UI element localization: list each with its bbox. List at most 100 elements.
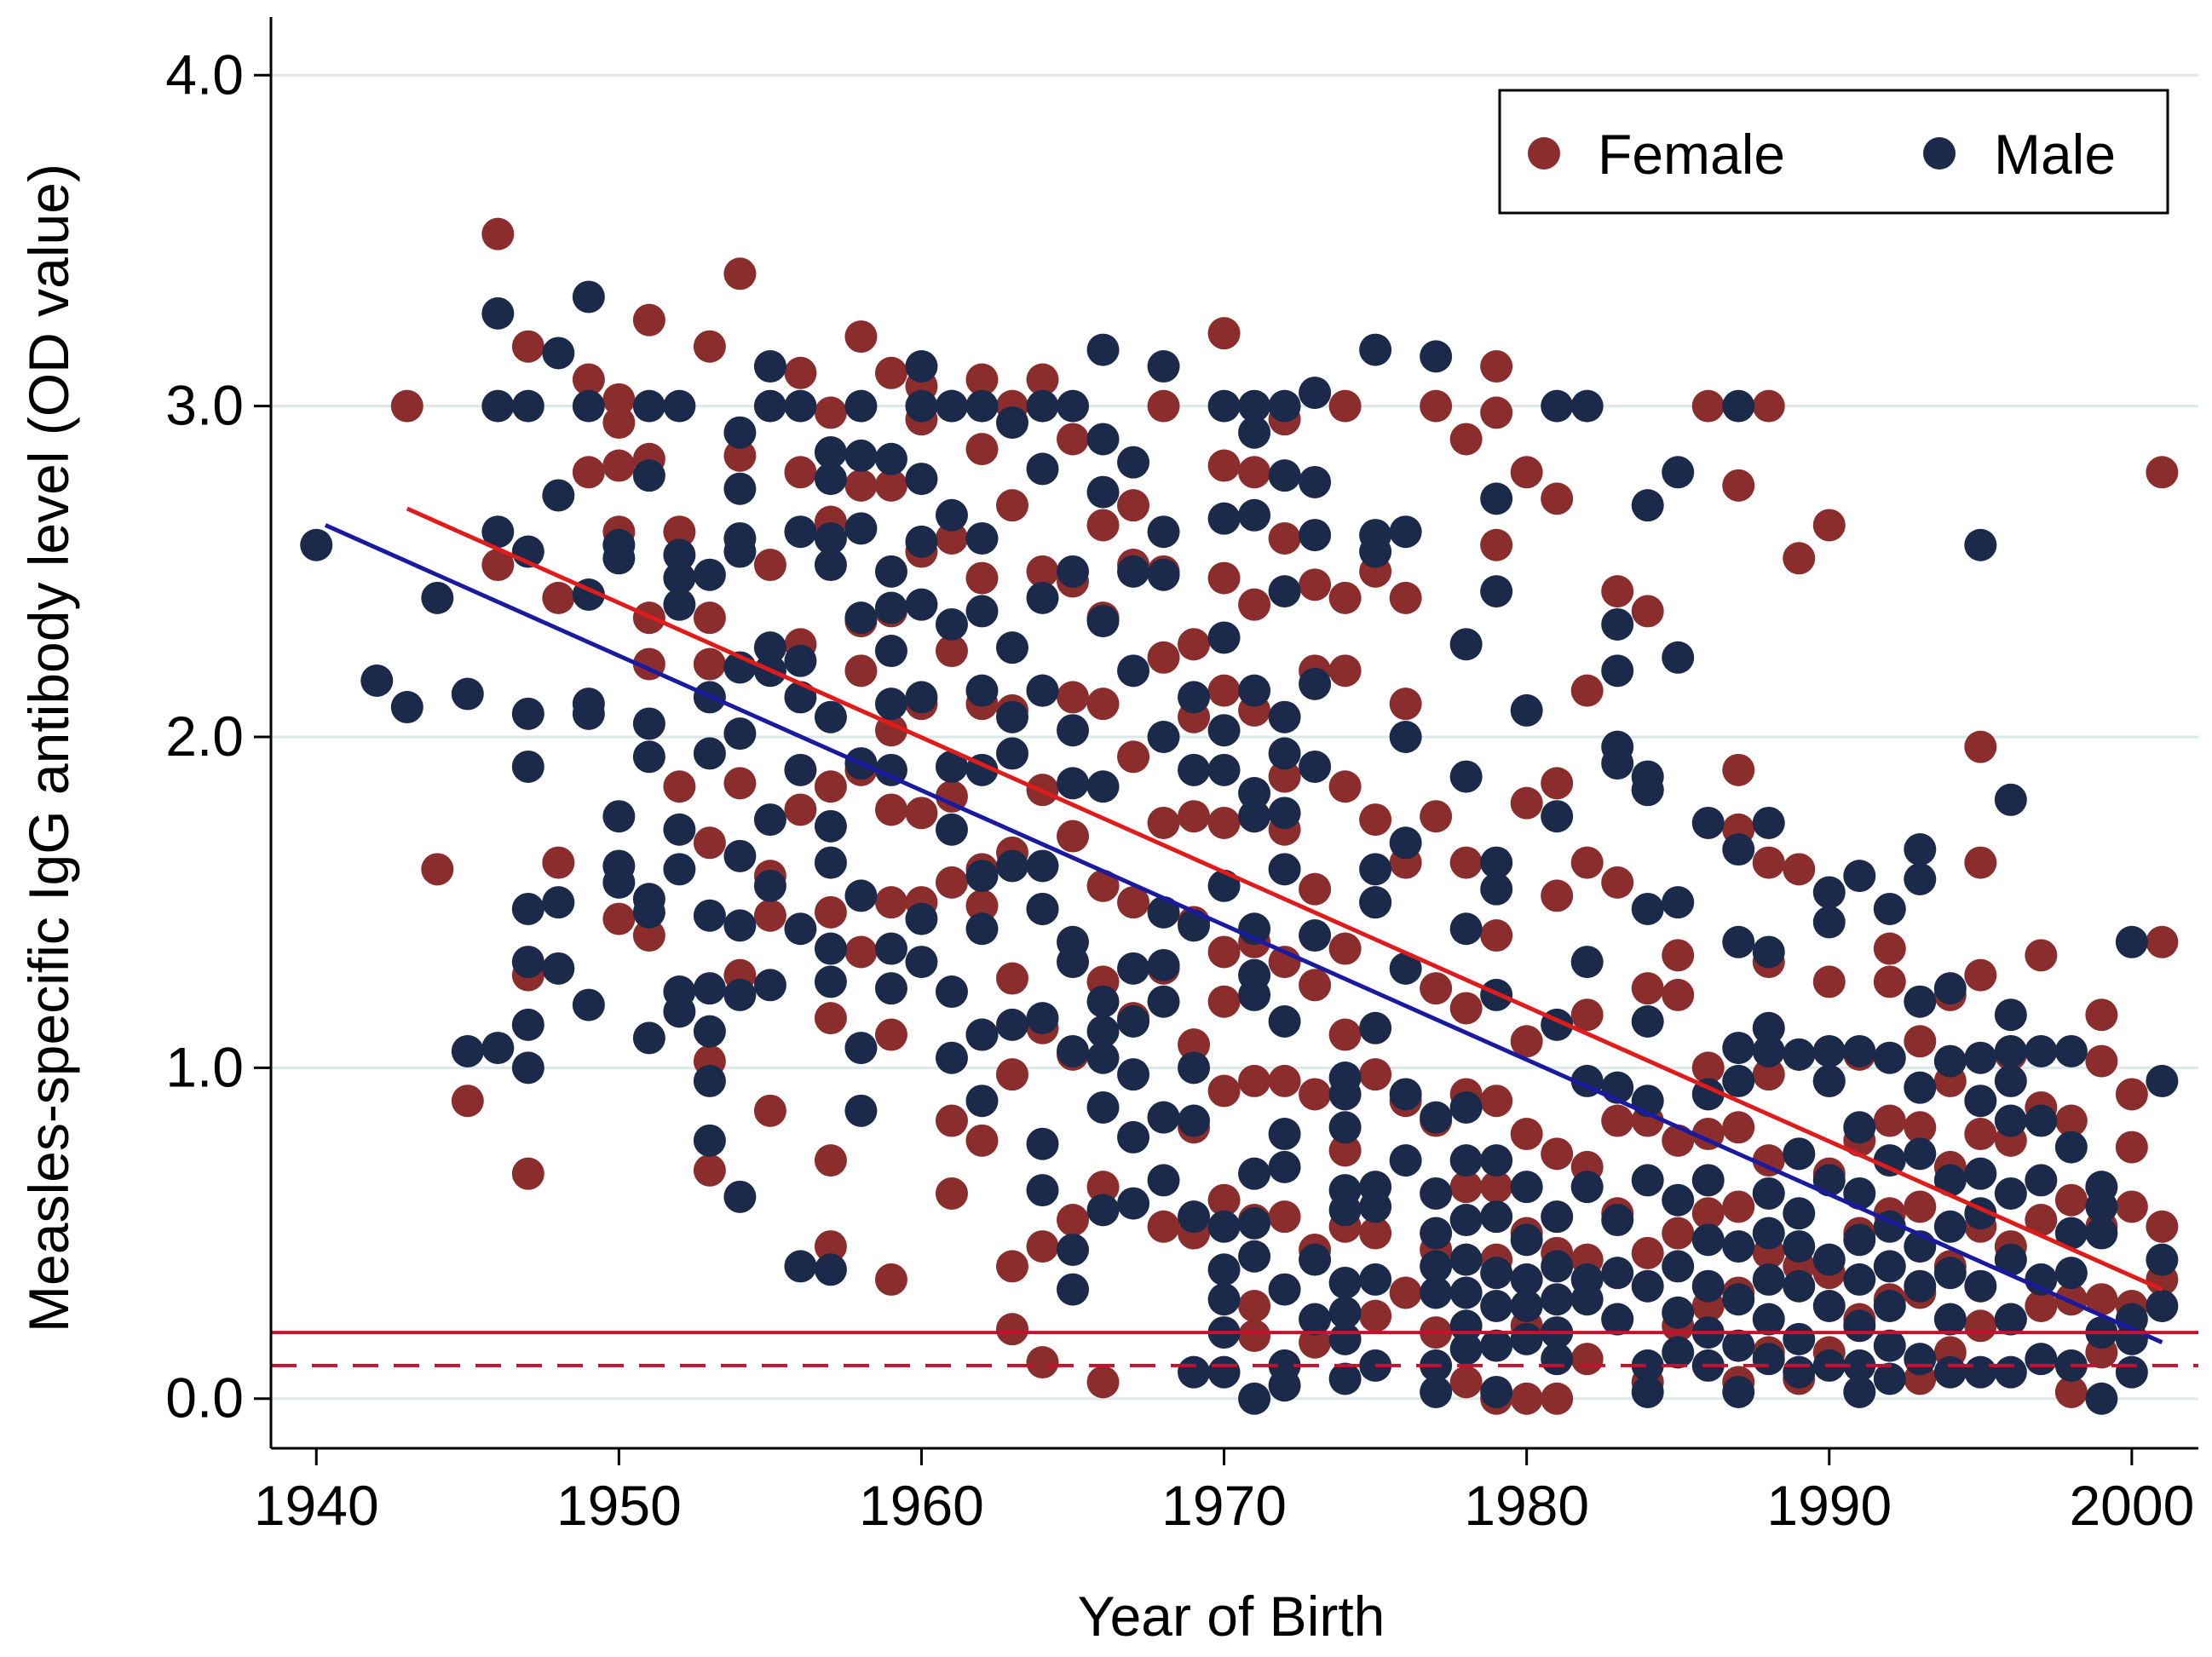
female-point <box>1662 939 1695 972</box>
male-point <box>1480 1375 1513 1408</box>
male-point <box>1178 753 1211 786</box>
male-point <box>723 416 757 449</box>
female-point <box>1359 1299 1392 1332</box>
male-point <box>1631 1164 1664 1197</box>
female-point <box>784 356 817 389</box>
male-point <box>1662 1336 1695 1369</box>
male-point <box>1238 1157 1271 1190</box>
male-point <box>1933 1303 1967 1336</box>
female-point <box>1541 482 1574 515</box>
male-point <box>1510 1223 1543 1257</box>
male-point <box>905 350 938 383</box>
female-point <box>632 303 665 337</box>
female-point <box>511 330 544 363</box>
male-point <box>1328 1194 1362 1227</box>
male-point <box>1359 333 1392 366</box>
female-point <box>1359 803 1392 837</box>
male-point <box>1389 1144 1422 1177</box>
y-tick-label: 4.0 <box>165 43 244 106</box>
female-point <box>693 330 726 363</box>
male-point <box>1178 1355 1211 1389</box>
male-point <box>814 932 847 965</box>
male-point <box>632 707 665 740</box>
male-point <box>723 535 757 568</box>
female-point <box>542 581 575 614</box>
female-point <box>1147 389 1180 423</box>
male-point <box>905 902 938 935</box>
male-point <box>1268 389 1301 423</box>
male-point <box>965 595 999 628</box>
female-point <box>1299 1078 1332 1111</box>
male-point <box>1238 416 1271 449</box>
female-point <box>1420 800 1453 833</box>
male-point <box>814 549 847 582</box>
x-tick-label: 1960 <box>859 1474 984 1537</box>
male-point <box>693 899 726 932</box>
male-point <box>1722 925 1755 958</box>
male-point <box>451 677 484 711</box>
female-point <box>1057 1204 1090 1237</box>
male-point <box>632 895 665 929</box>
male-point <box>1359 886 1392 919</box>
male-point <box>1752 1011 1785 1044</box>
female-point <box>1026 363 1059 396</box>
male-point <box>1964 1355 1997 1389</box>
male-point <box>511 389 544 423</box>
male-point <box>1117 1120 1150 1154</box>
male-point <box>874 635 907 668</box>
male-point <box>1449 912 1483 946</box>
male-point <box>1268 1118 1301 1151</box>
female-point <box>693 1154 726 1187</box>
x-tick-label: 1950 <box>556 1474 682 1537</box>
male-point <box>844 1094 878 1127</box>
female-point <box>1389 688 1422 721</box>
female-point <box>1328 1134 1362 1167</box>
y-tick-label: 2.0 <box>165 705 244 768</box>
male-point <box>723 909 757 942</box>
male-point <box>905 946 938 979</box>
male-point <box>1964 1085 1997 1118</box>
female-point <box>1389 1276 1422 1309</box>
female-point <box>1299 568 1332 601</box>
male-point <box>1420 1276 1453 1309</box>
female-point <box>1299 969 1332 1002</box>
female-point <box>1752 1058 1785 1091</box>
male-point <box>784 389 817 423</box>
male-point <box>1359 853 1392 886</box>
female-point <box>965 1124 999 1157</box>
male-point <box>1147 350 1180 383</box>
male-point <box>1086 770 1120 803</box>
female-point <box>935 1177 968 1210</box>
female-point <box>996 962 1028 995</box>
female-point <box>935 635 968 668</box>
male-point <box>1086 475 1120 509</box>
male-point <box>1299 667 1332 700</box>
male-point <box>481 389 515 423</box>
male-point <box>905 588 938 621</box>
male-point <box>784 644 817 677</box>
male-point <box>1994 1177 2027 1210</box>
female-point <box>935 521 968 555</box>
female-point <box>390 389 423 423</box>
y-tick-label: 1.0 <box>165 1035 244 1098</box>
female-point <box>1057 423 1090 456</box>
male-point <box>1933 972 1967 1005</box>
male-point <box>1480 1329 1513 1362</box>
male-point <box>1843 1034 1876 1067</box>
male-point <box>1299 750 1332 783</box>
female-point <box>1541 767 1574 800</box>
male-point <box>784 515 817 549</box>
female-point <box>1601 575 1634 608</box>
male-point <box>1783 1137 1816 1171</box>
female-point <box>1207 317 1241 350</box>
male-point <box>2115 925 2148 958</box>
male-point <box>1057 1273 1090 1306</box>
male-point <box>1207 714 1241 747</box>
male-point <box>1449 1090 1483 1124</box>
male-point <box>1843 1111 1876 1144</box>
male-point <box>1328 1266 1362 1299</box>
male-point <box>1299 1303 1332 1336</box>
male-point <box>814 521 847 555</box>
male-point <box>1662 1183 1695 1217</box>
female-point <box>874 793 907 826</box>
